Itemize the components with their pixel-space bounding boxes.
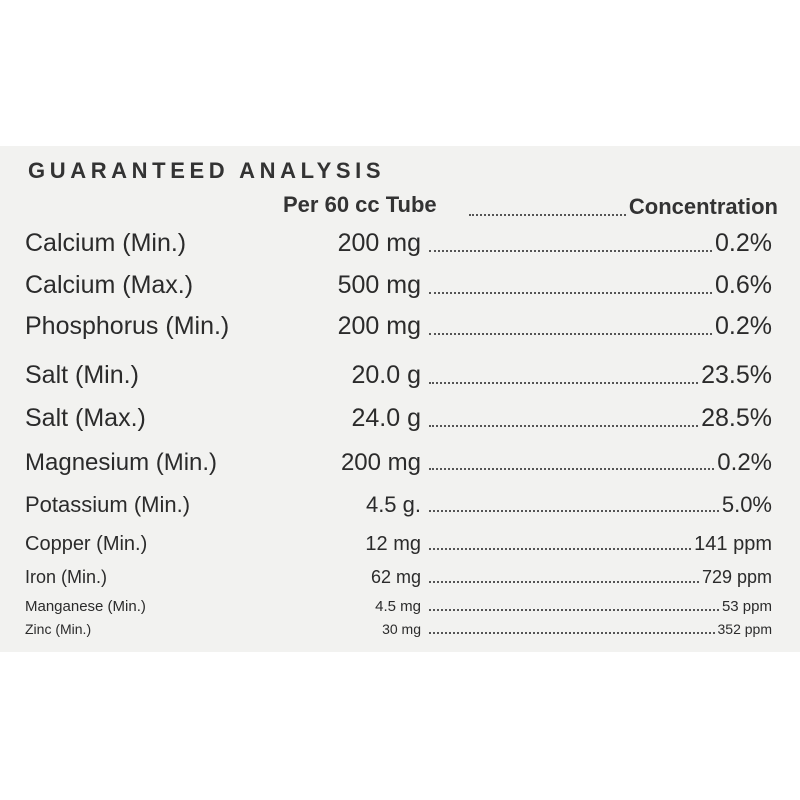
concentration: 0.2% — [717, 448, 772, 476]
nutrient-name: Iron (Min.) — [25, 567, 108, 588]
header-amount: Per 60 cc Tube — [283, 192, 437, 217]
amount: 62 mg — [370, 567, 421, 588]
concentration: 53 ppm — [721, 597, 772, 615]
nutrient-name: Calcium (Min.) — [25, 229, 187, 258]
nutrient-name: Salt (Max.) — [25, 404, 146, 433]
concentration: 729 ppm — [701, 567, 772, 588]
nutrient-name: Phosphorus (Min.) — [25, 312, 230, 341]
header-fill: Concentration — [466, 194, 778, 220]
title: GUARANTEED ANALYSIS — [28, 158, 386, 183]
leader-dots — [429, 381, 699, 384]
amount: 4.5 g. — [365, 491, 421, 517]
amount: 20.0 g — [351, 361, 421, 390]
concentration-fill: 53 ppm — [426, 599, 772, 614]
concentration-fill: 0.6% — [426, 273, 772, 298]
leader-dots — [429, 580, 699, 583]
concentration: 352 ppm — [717, 621, 772, 638]
header-concentration: Concentration — [628, 194, 778, 219]
amount: 200 mg — [337, 229, 421, 258]
concentration: 0.2% — [715, 312, 772, 341]
nutrient-name: Calcium (Max.) — [25, 271, 194, 300]
concentration: 0.6% — [715, 271, 772, 300]
concentration-fill: 0.2% — [426, 448, 772, 476]
nutrient-name: Manganese (Min.) — [25, 597, 146, 615]
amount: 24.0 g — [351, 404, 421, 433]
concentration-fill: 352 ppm — [426, 622, 772, 636]
amount: 4.5 mg — [375, 597, 421, 615]
leader-dots — [429, 631, 715, 634]
nutrient-name: Zinc (Min.) — [25, 621, 92, 638]
amount: 30 mg — [382, 621, 421, 638]
concentration-fill: 141 ppm — [426, 534, 772, 554]
concentration: 0.2% — [715, 229, 772, 258]
leader-dots — [429, 291, 713, 294]
amount: 200 mg — [337, 312, 421, 341]
amount: 500 mg — [337, 271, 421, 300]
label: GUARANTEED ANALYSIS Per 60 cc Tube Conce… — [0, 146, 800, 652]
leader-dots — [429, 468, 715, 471]
concentration: 141 ppm — [694, 533, 772, 555]
amount: 200 mg — [340, 448, 421, 476]
concentration: 23.5% — [701, 361, 772, 390]
nutrient-name: Magnesium (Min.) — [25, 448, 218, 476]
leader-dots — [429, 548, 692, 551]
leader-dots — [429, 609, 719, 612]
concentration-fill: 0.2% — [426, 231, 772, 256]
leader-dots — [429, 509, 719, 512]
concentration-fill: 23.5% — [426, 363, 772, 388]
concentration: 28.5% — [701, 404, 772, 433]
concentration-fill: 729 ppm — [426, 568, 772, 586]
leader-dots — [429, 332, 713, 335]
leader-dots — [429, 249, 713, 252]
nutrient-name: Salt (Min.) — [25, 361, 139, 390]
nutrient-name: Copper (Min.) — [25, 533, 148, 555]
concentration-fill: 28.5% — [426, 406, 772, 431]
leader-dots — [429, 424, 699, 427]
concentration-fill: 0.2% — [426, 314, 772, 339]
nutrient-name: Potassium (Min.) — [25, 491, 191, 517]
leader-dots — [469, 214, 626, 217]
amount: 12 mg — [365, 533, 421, 555]
concentration-fill: 5.0% — [426, 491, 772, 517]
concentration: 5.0% — [721, 491, 772, 517]
